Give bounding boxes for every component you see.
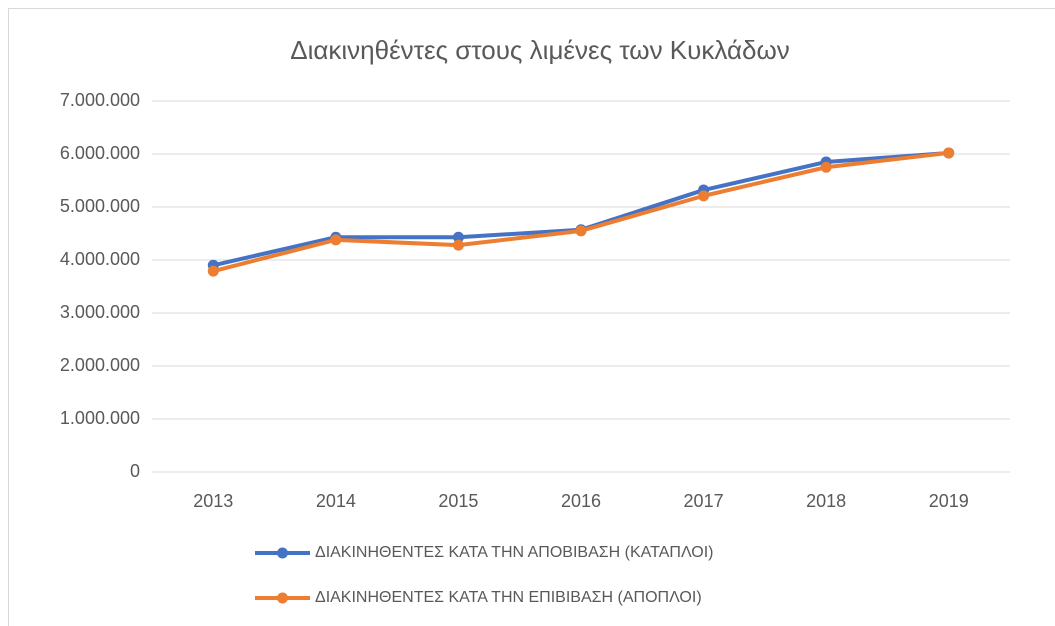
y-tick-label: 7.000.000 xyxy=(60,90,140,110)
data-point xyxy=(943,147,955,159)
y-tick-label: 3.000.000 xyxy=(60,302,140,322)
data-point xyxy=(698,190,710,202)
data-point xyxy=(207,265,219,277)
y-tick-label: 6.000.000 xyxy=(60,143,140,163)
y-tick-label: 5.000.000 xyxy=(60,196,140,216)
y-tick-label: 4.000.000 xyxy=(60,249,140,269)
data-point xyxy=(452,231,464,243)
legend-marker xyxy=(277,547,288,559)
x-tick-label: 2018 xyxy=(806,491,846,511)
data-point xyxy=(820,161,832,173)
x-tick-label: 2014 xyxy=(316,491,356,511)
y-tick-label: 0 xyxy=(130,461,140,481)
y-tick-label: 1.000.000 xyxy=(60,408,140,428)
chart-frame xyxy=(8,8,1055,626)
x-tick-label: 2013 xyxy=(193,491,233,511)
x-tick-label: 2017 xyxy=(684,491,724,511)
legend-label: ΔΙΑΚΙΝΗΘΕΝΤΕΣ ΚΑΤΑ ΤΗΝ ΕΠΙΒΙΒΑΣΗ (ΑΠΟΠΛΟ… xyxy=(315,589,702,606)
data-point xyxy=(452,239,464,251)
data-point xyxy=(330,234,342,246)
x-tick-label: 2015 xyxy=(438,491,478,511)
x-tick-label: 2019 xyxy=(929,491,969,511)
x-tick-label: 2016 xyxy=(561,491,601,511)
y-tick-label: 2.000.000 xyxy=(60,355,140,375)
data-point xyxy=(575,225,587,237)
legend-label: ΔΙΑΚΙΝΗΘΕΝΤΕΣ ΚΑΤΑ ΤΗΝ ΑΠΟΒΙΒΑΣΗ (ΚΑΤΑΠΛ… xyxy=(315,544,714,561)
legend-marker xyxy=(277,592,288,604)
chart-title: Διακινηθέντες στους λιμένες των Κυκλάδων xyxy=(290,35,790,65)
